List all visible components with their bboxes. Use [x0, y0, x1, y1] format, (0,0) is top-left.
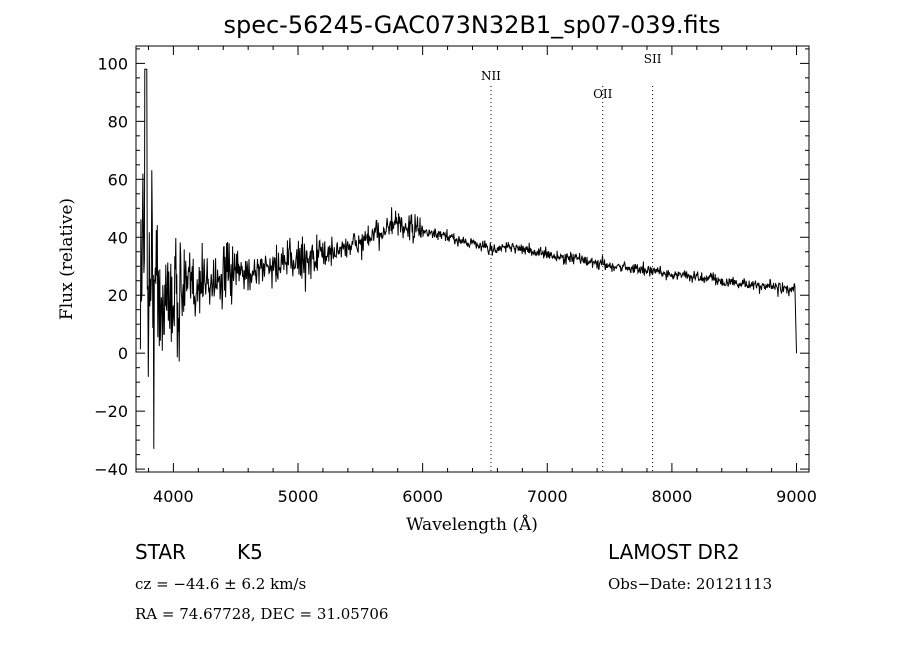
spectral-line-label: SII	[644, 52, 662, 66]
y-tick-label: 80	[108, 112, 128, 131]
x-tick-label: 5000	[278, 487, 319, 506]
x-tick-label: 8000	[652, 487, 693, 506]
x-tick-label: 9000	[776, 487, 817, 506]
coordinates: RA = 74.67728, DEC = 31.05706	[135, 605, 389, 623]
survey-name: LAMOST DR2	[608, 540, 740, 564]
spectrum-series	[139, 68, 797, 449]
y-axis-label: Flux (relative)	[57, 198, 77, 320]
y-tick-label: 60	[108, 170, 128, 189]
spectral-line-label: NII	[481, 69, 501, 83]
axis-ticks	[136, 46, 809, 472]
x-tick-label: 7000	[527, 487, 568, 506]
x-tick-labels: 4000 5000 6000 7000 8000 9000	[153, 487, 817, 506]
redshift-velocity: cz = −44.6 ± 6.2 km/s	[135, 575, 307, 593]
y-tick-label: 0	[118, 344, 128, 363]
y-tick-label: −40	[94, 460, 128, 479]
spectrum-line	[139, 68, 797, 449]
object-subclass: K5	[237, 540, 263, 564]
y-tick-label: 100	[97, 54, 128, 73]
x-tick-label: 4000	[153, 487, 194, 506]
spectral-line-markers: NII OII SII	[481, 52, 662, 472]
object-class: STAR	[135, 540, 186, 564]
y-tick-label: 20	[108, 286, 128, 305]
y-tick-label: −20	[94, 402, 128, 421]
chart-title: spec-56245-GAC073N32B1_sp07-039.fits	[223, 11, 720, 39]
spectral-line-label: OII	[593, 87, 613, 101]
x-tick-label: 6000	[402, 487, 443, 506]
y-tick-label: 40	[108, 228, 128, 247]
observation-date: Obs−Date: 20121113	[608, 575, 773, 593]
y-tick-labels: −40 −20 0 20 40 60 80 100	[94, 54, 128, 479]
x-axis-label: Wavelength (Å)	[406, 514, 538, 535]
